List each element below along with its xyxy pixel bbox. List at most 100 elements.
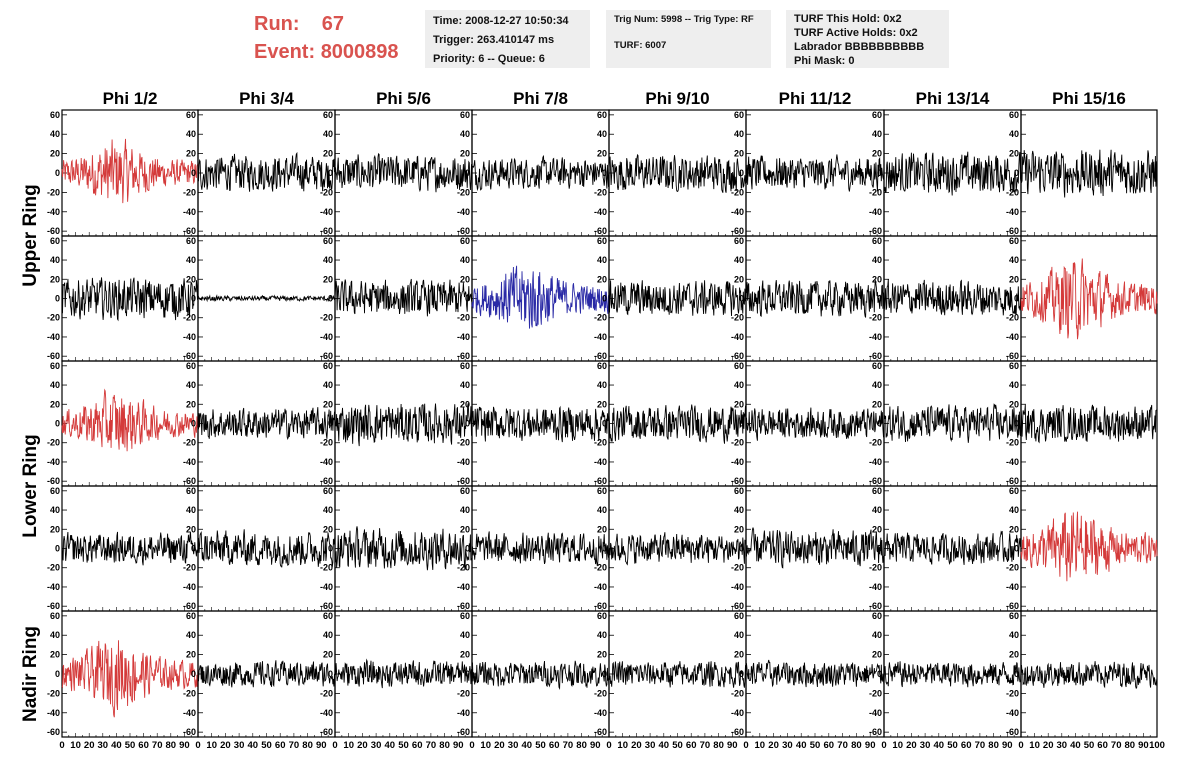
turf-info-box: TURF This Hold: 0x2 TURF Active Holds: 0… bbox=[786, 10, 949, 68]
y-tick-label: 20 bbox=[597, 399, 607, 409]
y-tick-label: -40 bbox=[457, 582, 470, 592]
y-tick-label: 20 bbox=[734, 399, 744, 409]
waveform-trace bbox=[608, 661, 747, 688]
y-tick-label: -20 bbox=[594, 313, 607, 323]
y-tick-label: -60 bbox=[594, 226, 607, 236]
y-tick-label: 0 bbox=[465, 168, 470, 178]
y-tick-label: 40 bbox=[186, 129, 196, 139]
waveform-trace bbox=[883, 279, 1022, 316]
y-tick-label: 40 bbox=[50, 380, 60, 390]
y-tick-label: -60 bbox=[47, 351, 60, 361]
y-tick-label: 0 bbox=[739, 294, 744, 304]
y-tick-label: -40 bbox=[183, 332, 196, 342]
waveform-trace bbox=[471, 660, 610, 690]
waveform-trace bbox=[1020, 511, 1158, 582]
x-tick-label: 50 bbox=[535, 740, 546, 751]
y-tick-label: 60 bbox=[460, 110, 470, 120]
y-tick-label: 60 bbox=[872, 236, 882, 246]
waveform-trace bbox=[334, 658, 473, 689]
y-tick-label: 20 bbox=[597, 149, 607, 159]
y-tick-label: -60 bbox=[457, 476, 470, 486]
y-tick-label: -60 bbox=[869, 226, 882, 236]
x-tick-label: 0 bbox=[606, 740, 611, 751]
y-tick-label: 20 bbox=[460, 524, 470, 534]
y-tick-label: 0 bbox=[877, 419, 882, 429]
y-tick-label: 60 bbox=[186, 486, 196, 496]
y-tick-label: -40 bbox=[320, 582, 333, 592]
y-tick-label: -40 bbox=[320, 457, 333, 467]
y-tick-label: 20 bbox=[872, 650, 882, 660]
x-tick-label: 0 bbox=[59, 740, 64, 751]
y-tick-label: -60 bbox=[869, 351, 882, 361]
y-tick-label: 40 bbox=[597, 129, 607, 139]
y-tick-label: 60 bbox=[872, 110, 882, 120]
y-tick-label: 20 bbox=[1009, 399, 1019, 409]
y-tick-label: 40 bbox=[1009, 630, 1019, 640]
column-label: Phi 5/6 bbox=[376, 89, 431, 108]
x-tick-label: 20 bbox=[220, 740, 231, 751]
x-tick-label: 40 bbox=[385, 740, 396, 751]
waveform-trace bbox=[883, 151, 1022, 196]
y-tick-label: 60 bbox=[597, 236, 607, 246]
y-tick-label: 20 bbox=[1009, 650, 1019, 660]
x-tick-label: 30 bbox=[782, 740, 793, 751]
y-tick-label: -60 bbox=[457, 601, 470, 611]
y-tick-label: 20 bbox=[1009, 274, 1019, 284]
x-tick-label: 30 bbox=[645, 740, 656, 751]
run-event-info: Run: 67 Event: 8000898 bbox=[254, 10, 399, 66]
y-tick-label: -20 bbox=[731, 187, 744, 197]
waveform-trace bbox=[745, 154, 885, 192]
run-value: 67 bbox=[321, 13, 345, 35]
waveform-trace bbox=[745, 526, 884, 569]
y-tick-label: 20 bbox=[460, 399, 470, 409]
y-tick-label: 60 bbox=[186, 361, 196, 371]
y-tick-label: 60 bbox=[597, 611, 607, 621]
x-tick-label: 10 bbox=[343, 740, 354, 751]
y-tick-label: -20 bbox=[731, 313, 744, 323]
y-tick-label: -60 bbox=[320, 351, 333, 361]
y-tick-label: 60 bbox=[597, 361, 607, 371]
y-tick-label: 40 bbox=[323, 380, 333, 390]
x-tick-label: 70 bbox=[426, 740, 437, 751]
y-tick-label: 0 bbox=[55, 294, 60, 304]
x-tick-label: 10 bbox=[70, 740, 81, 751]
y-tick-label: 40 bbox=[460, 255, 470, 265]
x-tick-label: 50 bbox=[398, 740, 409, 751]
y-tick-label: 0 bbox=[191, 419, 196, 429]
y-tick-label: 60 bbox=[1009, 611, 1019, 621]
y-tick-label: 20 bbox=[186, 524, 196, 534]
y-tick-label: 40 bbox=[50, 255, 60, 265]
y-tick-label: 40 bbox=[1009, 255, 1019, 265]
y-tick-label: 40 bbox=[50, 630, 60, 640]
x-tick-label: 60 bbox=[961, 740, 972, 751]
y-tick-label: 60 bbox=[1009, 361, 1019, 371]
waveform-trace bbox=[745, 659, 885, 688]
waveform-trace bbox=[334, 278, 473, 317]
y-tick-label: -60 bbox=[1006, 351, 1019, 361]
y-tick-label: -20 bbox=[320, 187, 333, 197]
x-tick-label: 10 bbox=[892, 740, 903, 751]
column-label: Phi 9/10 bbox=[645, 89, 709, 108]
y-tick-label: -60 bbox=[47, 727, 60, 737]
x-tick-label: 80 bbox=[576, 740, 587, 751]
y-tick-label: 20 bbox=[186, 650, 196, 660]
y-tick-label: 60 bbox=[734, 486, 744, 496]
y-tick-label: -20 bbox=[47, 438, 60, 448]
y-tick-label: 0 bbox=[602, 294, 607, 304]
y-tick-label: 40 bbox=[872, 505, 882, 515]
y-tick-label: -40 bbox=[457, 332, 470, 342]
y-tick-label: -20 bbox=[47, 688, 60, 698]
y-tick-label: -60 bbox=[731, 727, 744, 737]
y-tick-label: -40 bbox=[1006, 582, 1019, 592]
waveform-trace bbox=[334, 403, 473, 447]
y-tick-label: 20 bbox=[50, 399, 60, 409]
panel-frame bbox=[745, 360, 885, 487]
y-tick-label: -20 bbox=[183, 438, 196, 448]
x-tick-label: 40 bbox=[934, 740, 945, 751]
y-tick-label: 0 bbox=[55, 168, 60, 178]
y-tick-label: 20 bbox=[872, 274, 882, 284]
x-tick-label: 80 bbox=[988, 740, 999, 751]
x-tick-label: 30 bbox=[920, 740, 931, 751]
column-label: Phi 13/14 bbox=[916, 89, 990, 108]
phi-mask-text: Phi Mask: 0 bbox=[794, 55, 855, 67]
